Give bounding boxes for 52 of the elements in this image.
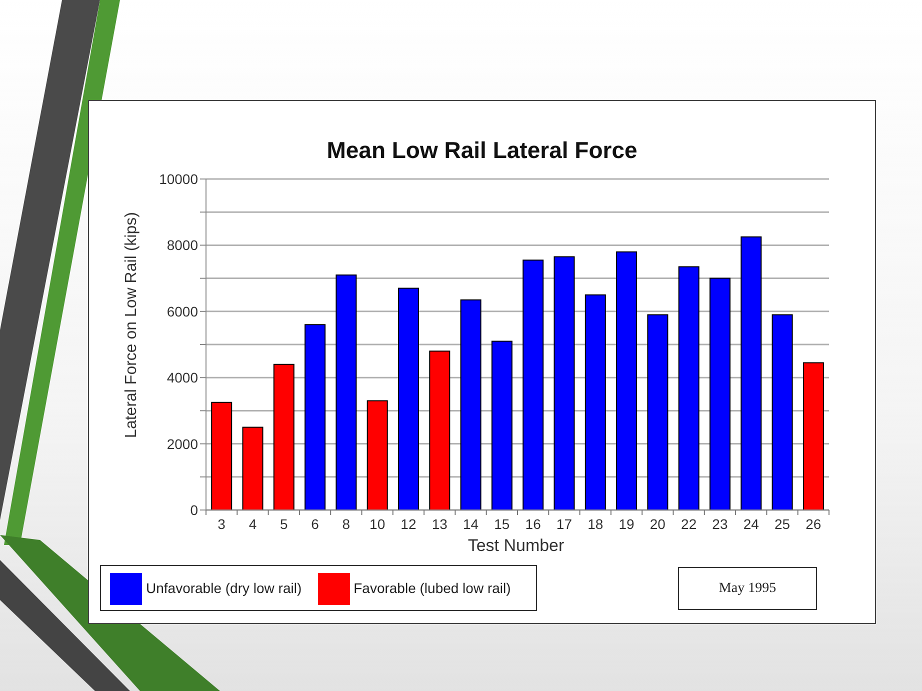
bar bbox=[460, 299, 482, 510]
y-tick-label: 0 bbox=[190, 502, 198, 518]
x-tick-label: 4 bbox=[248, 516, 257, 532]
y-tick-label: 4000 bbox=[166, 370, 198, 386]
bar bbox=[366, 400, 388, 510]
y-tick-label: 6000 bbox=[166, 303, 198, 320]
x-tick-label: 15 bbox=[494, 516, 510, 532]
x-tick-label: 8 bbox=[342, 516, 350, 532]
bar bbox=[584, 294, 606, 510]
x-tick-label: 22 bbox=[681, 516, 697, 532]
bar bbox=[740, 236, 762, 510]
x-tick-label: 18 bbox=[588, 516, 604, 532]
bar bbox=[336, 274, 357, 510]
bar bbox=[678, 266, 700, 510]
y-tick-label: 10000 bbox=[159, 170, 198, 187]
legend-label: Unfavorable (dry low rail) bbox=[146, 580, 302, 596]
bar bbox=[554, 256, 575, 510]
x-tick-label: 20 bbox=[650, 516, 666, 532]
bar bbox=[273, 364, 294, 510]
bar bbox=[647, 314, 668, 510]
x-tick-label: 6 bbox=[311, 516, 320, 532]
bar bbox=[429, 350, 450, 510]
x-tick-label: 5 bbox=[280, 516, 288, 532]
bar bbox=[211, 402, 232, 510]
bar bbox=[398, 288, 420, 510]
x-axis-title: Test Number bbox=[468, 536, 564, 556]
x-tick-label: 24 bbox=[743, 516, 760, 532]
x-tick-label: 19 bbox=[618, 516, 635, 532]
x-tick-label: 12 bbox=[400, 516, 416, 532]
x-tick-label: 25 bbox=[774, 516, 790, 532]
bar bbox=[772, 314, 793, 510]
bar bbox=[802, 362, 824, 510]
y-axis-title: Lateral Force on Low Rail (kips) bbox=[123, 212, 141, 438]
x-tick-label: 10 bbox=[370, 516, 386, 532]
y-tick-label: 2000 bbox=[166, 436, 198, 452]
bar bbox=[522, 260, 544, 510]
text: May 1995 bbox=[718, 580, 776, 596]
chart-title: Mean Low Rail Lateral Force bbox=[326, 137, 638, 164]
x-tick-label: 16 bbox=[525, 516, 542, 532]
x-tick-label: 26 bbox=[806, 516, 822, 532]
x-tick-label: 23 bbox=[712, 516, 728, 532]
y-tick-label: 8000 bbox=[166, 237, 198, 254]
legend-label: Favorable (lubed low rail) bbox=[354, 580, 511, 596]
x-tick-label: 3 bbox=[218, 516, 226, 532]
bar bbox=[616, 251, 638, 510]
bar bbox=[491, 340, 512, 510]
x-tick-label: 13 bbox=[432, 516, 448, 532]
x-tick-label: 14 bbox=[462, 516, 479, 532]
x-tick-label: 17 bbox=[556, 516, 572, 532]
bar bbox=[242, 426, 264, 510]
bar bbox=[304, 324, 326, 510]
bar bbox=[710, 278, 731, 510]
